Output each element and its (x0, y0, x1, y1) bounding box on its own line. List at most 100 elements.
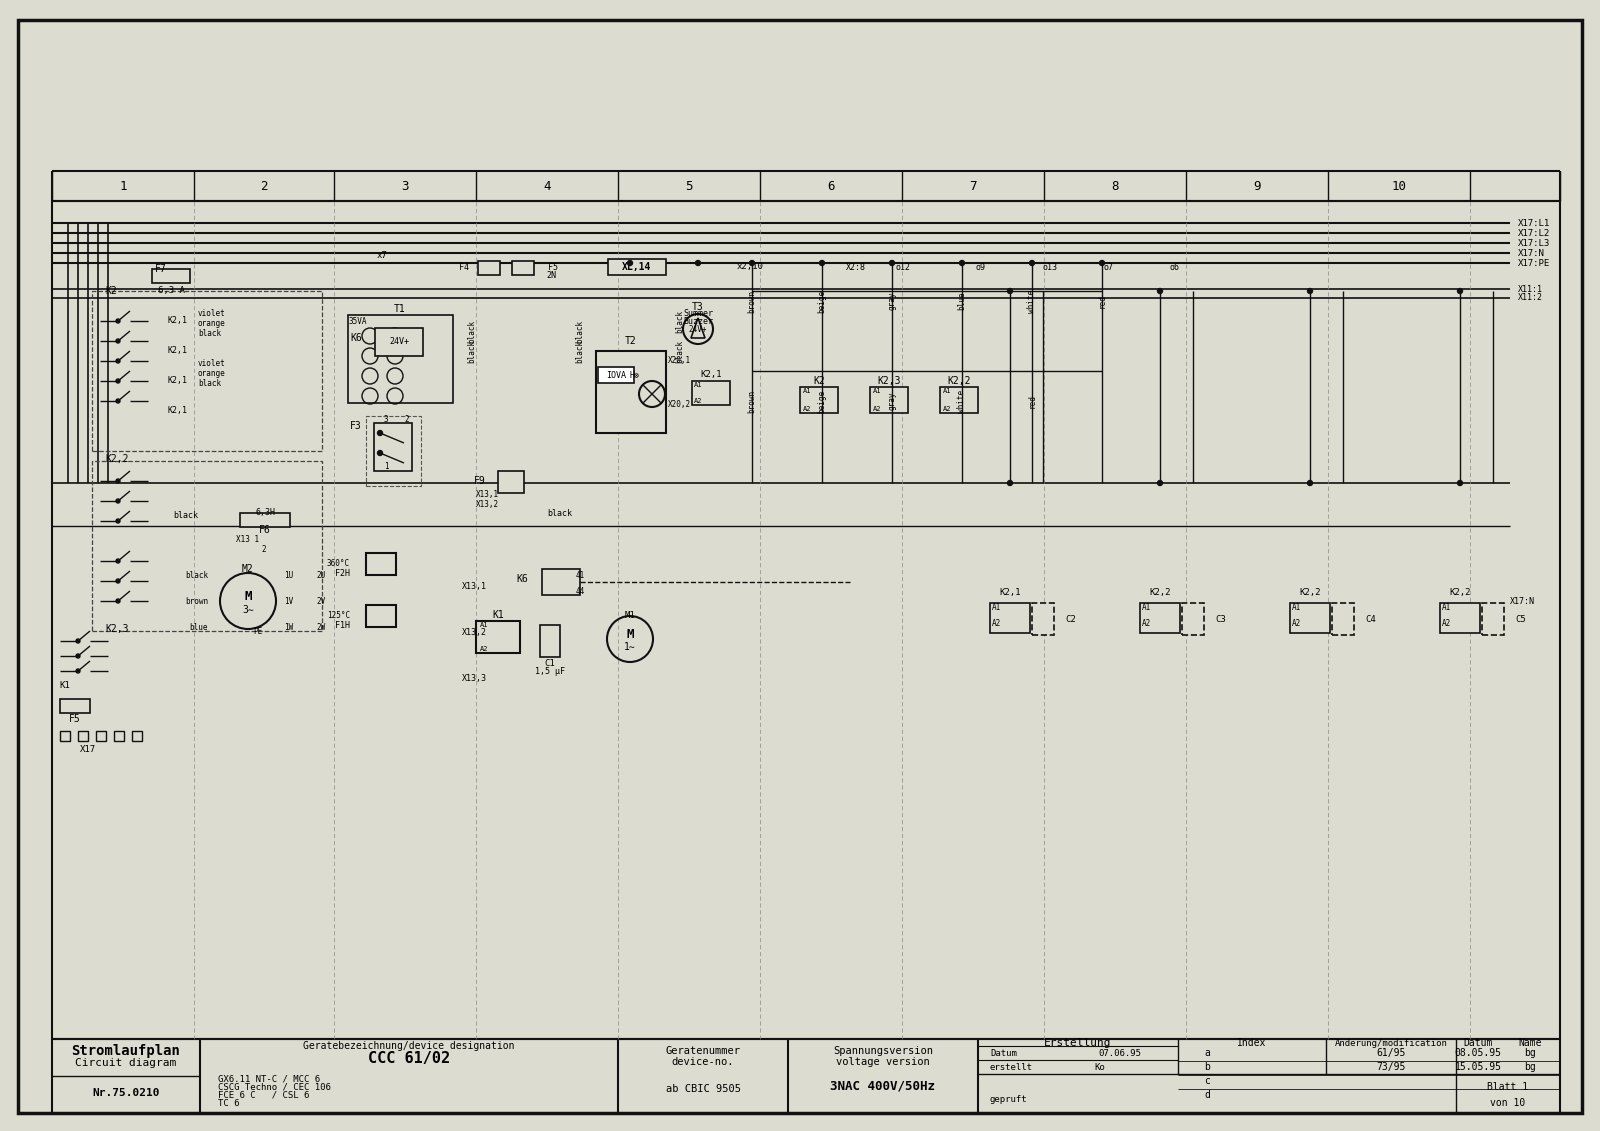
Bar (595, 351, 666, 433)
Text: H⊗: H⊗ (630, 371, 640, 380)
Text: X17: X17 (80, 744, 96, 753)
Bar (941, 387, 978, 413)
Text: A1: A1 (803, 388, 811, 394)
Text: white: white (957, 389, 966, 413)
Text: K1: K1 (59, 682, 70, 691)
Text: 44: 44 (576, 587, 586, 596)
Text: 2: 2 (403, 414, 408, 423)
Text: FCE 6 C   / CSL 6: FCE 6 C / CSL 6 (218, 1091, 309, 1100)
Circle shape (115, 339, 120, 343)
Circle shape (378, 450, 382, 456)
Text: M1: M1 (624, 611, 635, 620)
Circle shape (115, 579, 120, 582)
Text: 6,3H: 6,3H (254, 509, 275, 518)
Text: violet: violet (198, 359, 226, 368)
Bar (152, 269, 190, 283)
Text: F5: F5 (547, 262, 558, 271)
Text: 73/95: 73/95 (1376, 1062, 1406, 1072)
Text: Buzzer: Buzzer (683, 318, 714, 327)
Bar (1290, 603, 1330, 633)
Text: 1: 1 (384, 461, 389, 470)
Bar (240, 513, 290, 527)
Bar (478, 261, 499, 275)
Text: 08.05.95: 08.05.95 (1454, 1048, 1501, 1057)
Text: Spannungsversion: Spannungsversion (834, 1046, 933, 1056)
Bar (93, 461, 322, 631)
Bar (114, 731, 125, 741)
Text: 2W: 2W (317, 622, 325, 631)
Text: K2,1: K2,1 (1000, 588, 1021, 597)
Text: orange: orange (198, 369, 226, 378)
Circle shape (115, 359, 120, 363)
Text: X2:8: X2:8 (846, 262, 866, 271)
Circle shape (1157, 481, 1163, 485)
Text: 360°C: 360°C (326, 560, 350, 569)
Text: K2,1: K2,1 (168, 406, 189, 415)
Text: F9: F9 (474, 476, 486, 486)
Text: 61/95: 61/95 (1376, 1048, 1406, 1057)
Text: erstellt: erstellt (990, 1062, 1034, 1071)
Text: gray: gray (888, 292, 896, 310)
Text: A2: A2 (694, 398, 702, 404)
Text: blue: blue (957, 292, 966, 310)
Text: TC 6: TC 6 (218, 1099, 240, 1108)
Text: black: black (467, 319, 477, 343)
Text: Blatt 1: Blatt 1 (1488, 1082, 1528, 1093)
Text: K2,2: K2,2 (1149, 588, 1171, 597)
Text: brown: brown (747, 290, 757, 312)
Text: F3: F3 (350, 421, 362, 431)
Bar (800, 387, 838, 413)
Text: C2: C2 (1066, 614, 1075, 623)
Bar (1331, 603, 1354, 634)
Text: Index: Index (1237, 1038, 1267, 1048)
Text: Erstellung: Erstellung (1045, 1038, 1112, 1048)
Text: 3NAC 400V/50Hz: 3NAC 400V/50Hz (830, 1079, 936, 1093)
Text: K2,2: K2,2 (1450, 588, 1470, 597)
Text: Summer: Summer (683, 310, 714, 319)
Circle shape (77, 639, 80, 644)
Text: b: b (1205, 1062, 1210, 1072)
Bar (366, 416, 421, 486)
Text: F5: F5 (69, 714, 82, 724)
Circle shape (115, 480, 120, 483)
Text: X17:N: X17:N (1518, 249, 1546, 258)
Bar (366, 605, 397, 627)
Circle shape (1099, 260, 1104, 266)
Text: K2: K2 (813, 375, 826, 386)
Circle shape (1307, 288, 1312, 294)
Circle shape (749, 260, 755, 266)
Text: 07.06.95: 07.06.95 (1099, 1048, 1141, 1057)
Text: 3: 3 (402, 180, 408, 192)
Circle shape (115, 519, 120, 523)
Circle shape (1458, 288, 1462, 294)
Bar (78, 731, 88, 741)
Circle shape (77, 654, 80, 658)
Text: K2,1: K2,1 (168, 346, 189, 355)
Text: 6: 6 (827, 180, 835, 192)
Text: 8: 8 (1112, 180, 1118, 192)
Text: Circuit diagram: Circuit diagram (75, 1057, 176, 1068)
Bar (93, 291, 322, 451)
Bar (542, 569, 579, 595)
Text: 41: 41 (576, 570, 586, 579)
Text: K2,1: K2,1 (168, 317, 189, 326)
Circle shape (1029, 260, 1035, 266)
Circle shape (115, 499, 120, 503)
Text: A2: A2 (480, 646, 488, 651)
Text: black: black (198, 328, 221, 337)
Text: 125°C: 125°C (326, 612, 350, 621)
Text: brown: brown (186, 596, 208, 605)
Bar (374, 328, 422, 356)
Text: A2: A2 (992, 620, 1002, 629)
Bar (131, 731, 142, 741)
Text: F4: F4 (459, 262, 469, 271)
Text: K2,3: K2,3 (877, 375, 901, 386)
Circle shape (696, 260, 701, 266)
Text: A2: A2 (803, 406, 811, 412)
Circle shape (115, 379, 120, 383)
Text: K6: K6 (517, 575, 528, 584)
Text: c: c (1205, 1076, 1210, 1086)
Text: 2U: 2U (317, 570, 325, 579)
Text: A1: A1 (942, 388, 952, 394)
Text: 24V+: 24V+ (389, 337, 410, 346)
